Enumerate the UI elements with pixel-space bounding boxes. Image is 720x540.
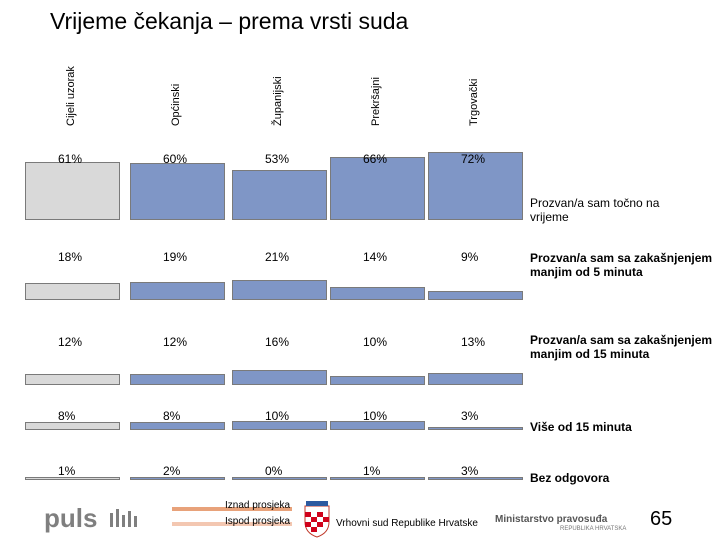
value-label: 8% bbox=[58, 409, 76, 423]
value-label: 3% bbox=[461, 409, 479, 423]
value-cell bbox=[428, 372, 523, 385]
row-label: Prozvan/a sam točno na vrijeme bbox=[530, 196, 660, 224]
row-label: Prozvan/a sam sa zakašnjenjem manjim od … bbox=[530, 251, 713, 279]
croatia-coat-of-arms-icon bbox=[304, 501, 330, 538]
value-label: 21% bbox=[265, 250, 290, 264]
column-header: Cijeli uzorak bbox=[65, 66, 77, 126]
value-label: 18% bbox=[58, 250, 83, 264]
row-label: Prozvan/a sam sa zakašnjenjem manjim od … bbox=[530, 333, 713, 361]
legend-below-label: Ispod prosjeka bbox=[225, 516, 291, 527]
value-cell bbox=[330, 286, 425, 300]
value-cell bbox=[428, 291, 523, 300]
value-label: 61% bbox=[58, 152, 83, 166]
value-label: 13% bbox=[461, 335, 486, 349]
value-cell bbox=[232, 369, 327, 385]
column-header: Općinski bbox=[170, 83, 182, 126]
value-cell bbox=[428, 477, 523, 480]
value-cell bbox=[330, 157, 425, 220]
value-cell bbox=[130, 373, 225, 385]
value-label: 10% bbox=[363, 409, 388, 423]
column-header: Županijski bbox=[272, 76, 284, 126]
value-cell bbox=[232, 420, 327, 430]
value-label: 19% bbox=[163, 250, 188, 264]
puls-bars-icon bbox=[110, 509, 137, 527]
value-label: 16% bbox=[265, 335, 290, 349]
page-title: Vrijeme čekanja – prema vrsti suda bbox=[50, 8, 409, 34]
legend-above-line bbox=[172, 507, 292, 511]
column-header: Prekršajni bbox=[370, 77, 382, 126]
ministry-name: Ministarstvo pravosuđa bbox=[495, 514, 608, 525]
value-label: 9% bbox=[461, 250, 479, 264]
row-label: Bez odgovora bbox=[530, 471, 610, 485]
value-cell bbox=[428, 151, 523, 220]
value-label: 72% bbox=[461, 152, 486, 166]
row-label: Više od 15 minuta bbox=[530, 420, 632, 434]
column-header: Trgovački bbox=[468, 78, 480, 126]
value-cell bbox=[232, 477, 327, 480]
value-cell bbox=[25, 162, 120, 220]
court-name: Vrhovni sud Republike Hrvatske bbox=[336, 518, 478, 529]
value-label: 2% bbox=[163, 464, 181, 478]
value-cell bbox=[130, 422, 225, 430]
value-label: 10% bbox=[265, 409, 290, 423]
value-label: 14% bbox=[363, 250, 388, 264]
page-number: 65 bbox=[650, 508, 673, 530]
value-label: 12% bbox=[58, 335, 83, 349]
value-cell bbox=[330, 420, 425, 430]
value-label: 3% bbox=[461, 464, 479, 478]
ministry-subtitle: REPUBLIKA HRVATSKA bbox=[560, 526, 627, 532]
value-cell bbox=[25, 373, 120, 385]
value-cell bbox=[232, 169, 327, 220]
value-cell bbox=[25, 477, 120, 480]
value-cell bbox=[428, 427, 523, 430]
legend-below-line bbox=[172, 522, 292, 526]
value-cell bbox=[130, 477, 225, 480]
value-cell bbox=[330, 375, 425, 385]
value-label: 60% bbox=[163, 152, 188, 166]
value-cell bbox=[130, 281, 225, 300]
value-label: 8% bbox=[163, 409, 181, 423]
legend-above-label: Iznad prosjeka bbox=[225, 500, 291, 511]
value-label: 1% bbox=[58, 464, 76, 478]
value-label: 0% bbox=[265, 464, 283, 478]
value-cell bbox=[25, 422, 120, 430]
value-label: 53% bbox=[265, 152, 290, 166]
value-cell bbox=[130, 163, 225, 220]
value-label: 12% bbox=[163, 335, 188, 349]
value-label: 1% bbox=[363, 464, 381, 478]
value-cell bbox=[330, 477, 425, 480]
value-label: 10% bbox=[363, 335, 388, 349]
puls-logo: puls bbox=[44, 503, 98, 533]
value-label: 66% bbox=[363, 152, 388, 166]
value-cell bbox=[232, 280, 327, 300]
value-cell bbox=[25, 282, 120, 300]
